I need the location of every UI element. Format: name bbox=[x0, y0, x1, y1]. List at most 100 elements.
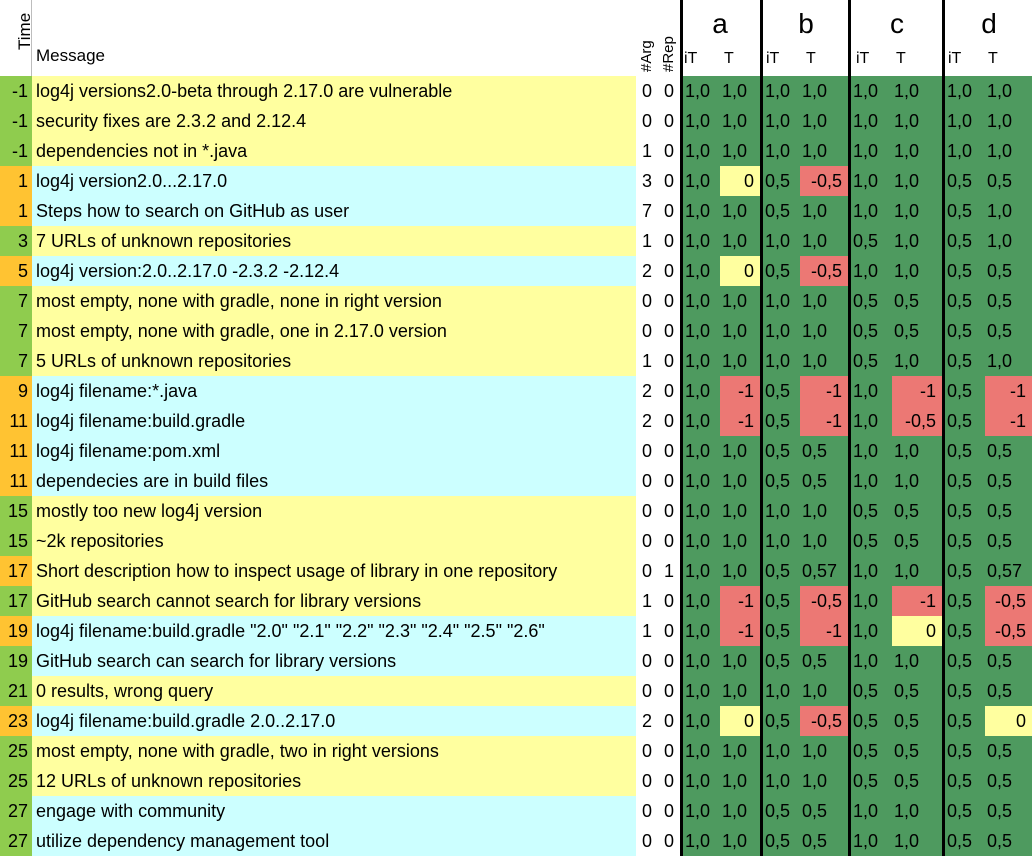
score-cell-b-it[interactable]: 1,0 bbox=[763, 76, 800, 106]
score-cell-c-it[interactable]: 1,0 bbox=[851, 166, 892, 196]
score-cell-c-t[interactable]: 1,0 bbox=[892, 436, 942, 466]
rep-cell[interactable]: 0 bbox=[658, 226, 680, 256]
score-cell-b-it[interactable]: 1,0 bbox=[763, 676, 800, 706]
score-cell-b-t[interactable]: 1,0 bbox=[800, 526, 848, 556]
table-row[interactable]: 25 most empty, none with gradle, two in r… bbox=[0, 736, 1032, 766]
score-cell-c-t[interactable]: 0,5 bbox=[892, 286, 942, 316]
score-cell-a-it[interactable]: 1,0 bbox=[683, 586, 720, 616]
arg-cell[interactable]: 1 bbox=[636, 586, 658, 616]
rep-cell[interactable]: 0 bbox=[658, 766, 680, 796]
arg-cell[interactable]: 3 bbox=[636, 166, 658, 196]
arg-cell[interactable]: 2 bbox=[636, 706, 658, 736]
table-row[interactable]: 17 GitHub search cannot search for librar… bbox=[0, 586, 1032, 616]
score-cell-b-t[interactable]: 0,5 bbox=[800, 826, 848, 856]
rep-cell[interactable]: 0 bbox=[658, 736, 680, 766]
group-a-header[interactable]: a bbox=[712, 8, 728, 39]
arg-cell[interactable]: 0 bbox=[636, 556, 658, 586]
score-cell-d-t[interactable]: 0,5 bbox=[985, 436, 1032, 466]
score-cell-b-t[interactable]: 0,5 bbox=[800, 436, 848, 466]
score-cell-d-t[interactable]: 0,5 bbox=[985, 496, 1032, 526]
score-cell-d-t[interactable]: 0,5 bbox=[985, 256, 1032, 286]
rep-cell[interactable]: 0 bbox=[658, 466, 680, 496]
score-cell-c-t[interactable]: 0 bbox=[892, 616, 942, 646]
score-cell-d-t[interactable]: 1,0 bbox=[985, 226, 1032, 256]
rep-cell[interactable]: 0 bbox=[658, 436, 680, 466]
score-cell-c-t[interactable]: 0,5 bbox=[892, 676, 942, 706]
score-cell-c-t[interactable]: 1,0 bbox=[892, 346, 942, 376]
score-cell-b-it[interactable]: 1,0 bbox=[763, 286, 800, 316]
score-cell-a-t[interactable]: 1,0 bbox=[720, 556, 760, 586]
score-cell-c-t[interactable]: 0,5 bbox=[892, 706, 942, 736]
score-cell-b-t[interactable]: 0,5 bbox=[800, 646, 848, 676]
table-row[interactable]: -1 security fixes are 2.3.2 and 2.12.4 0 0 1… bbox=[0, 106, 1032, 136]
score-cell-b-it[interactable]: 1,0 bbox=[763, 736, 800, 766]
score-cell-a-t[interactable]: 0 bbox=[720, 706, 760, 736]
score-cell-d-it[interactable]: 0,5 bbox=[945, 526, 985, 556]
score-cell-b-it[interactable]: 0,5 bbox=[763, 436, 800, 466]
time-cell[interactable]: 1 bbox=[0, 166, 32, 196]
table-row[interactable]: 15 ~2k repositories 0 0 1,0 1,0 1,0 1,0 0,5 0,5 0,… bbox=[0, 526, 1032, 556]
score-cell-a-t[interactable]: 1,0 bbox=[720, 196, 760, 226]
score-cell-c-it[interactable]: 0,5 bbox=[851, 226, 892, 256]
score-cell-b-it[interactable]: 1,0 bbox=[763, 526, 800, 556]
score-cell-a-t[interactable]: 1,0 bbox=[720, 346, 760, 376]
score-cell-b-t[interactable]: 0,5 bbox=[800, 466, 848, 496]
score-cell-c-it[interactable]: 1,0 bbox=[851, 466, 892, 496]
score-cell-d-t[interactable]: 0,5 bbox=[985, 736, 1032, 766]
score-cell-b-t[interactable]: 1,0 bbox=[800, 676, 848, 706]
score-cell-b-it[interactable]: 1,0 bbox=[763, 136, 800, 166]
score-cell-d-t[interactable]: 0,5 bbox=[985, 796, 1032, 826]
score-cell-a-t[interactable]: 1,0 bbox=[720, 796, 760, 826]
score-cell-c-t[interactable]: -1 bbox=[892, 586, 942, 616]
arg-cell[interactable]: 0 bbox=[636, 286, 658, 316]
message-cell[interactable]: log4j filename:build.gradle bbox=[36, 411, 246, 431]
score-cell-c-it[interactable]: 1,0 bbox=[851, 136, 892, 166]
rep-cell[interactable]: 0 bbox=[658, 196, 680, 226]
score-cell-c-t[interactable]: 1,0 bbox=[892, 466, 942, 496]
rep-cell[interactable]: 0 bbox=[658, 136, 680, 166]
score-cell-a-it[interactable]: 1,0 bbox=[683, 826, 720, 856]
score-cell-c-it[interactable]: 0,5 bbox=[851, 526, 892, 556]
rep-cell[interactable]: 0 bbox=[658, 706, 680, 736]
score-cell-a-t[interactable]: 1,0 bbox=[720, 646, 760, 676]
rep-cell[interactable]: 0 bbox=[658, 316, 680, 346]
arg-cell[interactable]: 0 bbox=[636, 646, 658, 676]
score-cell-c-it[interactable]: 0,5 bbox=[851, 316, 892, 346]
score-cell-c-it[interactable]: 1,0 bbox=[851, 376, 892, 406]
score-cell-c-it[interactable]: 0,5 bbox=[851, 496, 892, 526]
score-cell-b-t[interactable]: 0,57 bbox=[800, 556, 848, 586]
rep-cell[interactable]: 0 bbox=[658, 586, 680, 616]
score-cell-a-t[interactable]: 1,0 bbox=[720, 436, 760, 466]
score-cell-d-it[interactable]: 1,0 bbox=[945, 106, 985, 136]
score-cell-a-t[interactable]: 1,0 bbox=[720, 316, 760, 346]
score-cell-c-it[interactable]: 1,0 bbox=[851, 436, 892, 466]
rep-cell[interactable]: 0 bbox=[658, 616, 680, 646]
score-cell-a-it[interactable]: 1,0 bbox=[683, 286, 720, 316]
score-cell-a-it[interactable]: 1,0 bbox=[683, 166, 720, 196]
message-cell[interactable]: log4j versions2.0-beta through 2.17.0 ar… bbox=[36, 81, 453, 101]
score-cell-a-t[interactable]: 1,0 bbox=[720, 226, 760, 256]
time-cell[interactable]: 27 bbox=[0, 796, 32, 826]
arg-cell[interactable]: 0 bbox=[636, 436, 658, 466]
score-cell-a-it[interactable]: 1,0 bbox=[683, 436, 720, 466]
score-cell-d-t[interactable]: 0,5 bbox=[985, 646, 1032, 676]
score-cell-a-it[interactable]: 1,0 bbox=[683, 616, 720, 646]
score-cell-d-it[interactable]: 0,5 bbox=[945, 496, 985, 526]
rep-header[interactable]: #Rep bbox=[658, 0, 678, 76]
score-cell-c-t[interactable]: -1 bbox=[892, 376, 942, 406]
message-cell[interactable]: 7 URLs of unknown repositories bbox=[36, 231, 292, 251]
table-row[interactable]: 9 log4j filename:*.java 2 0 1,0 -1 0,5 -1 1,0 -1 0… bbox=[0, 376, 1032, 406]
score-cell-d-t[interactable]: 0,5 bbox=[985, 316, 1032, 346]
rep-cell[interactable]: 0 bbox=[658, 406, 680, 436]
table-row[interactable]: 23 log4j filename:build.gradle 2.0..2.17.… bbox=[0, 706, 1032, 736]
score-cell-c-t[interactable]: 1,0 bbox=[892, 196, 942, 226]
arg-cell[interactable]: 7 bbox=[636, 196, 658, 226]
rep-cell[interactable]: 0 bbox=[658, 346, 680, 376]
score-cell-d-it[interactable]: 1,0 bbox=[945, 76, 985, 106]
time-cell[interactable]: 5 bbox=[0, 256, 32, 286]
score-cell-c-it[interactable]: 0,5 bbox=[851, 346, 892, 376]
arg-cell[interactable]: 0 bbox=[636, 766, 658, 796]
message-cell[interactable]: ~2k repositories bbox=[36, 531, 164, 551]
score-cell-b-t[interactable]: 1,0 bbox=[800, 226, 848, 256]
table-row[interactable]: 11 dependecies are in build files 0 0 1,0 1,0… bbox=[0, 466, 1032, 496]
